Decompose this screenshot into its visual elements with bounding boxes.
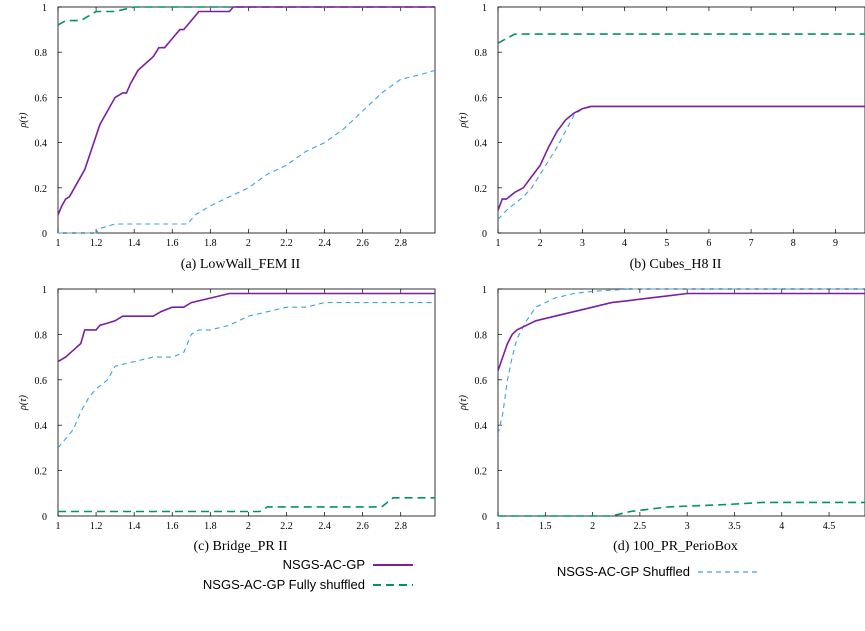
chart-panel-2: 1 2 3 4 5 6 7 8 9 0 0.2 0.4 0.6 0.8 1 ρ(τ) (b) Cubes_H8 … (458, 3, 865, 272)
y-tick-label: 0.6 (35, 376, 48, 387)
x-tick-label: 2.2 (280, 521, 293, 532)
x-tick-label: 2.5 (634, 521, 647, 532)
x-tick-label: 1 (496, 238, 501, 249)
y-tick-label: 0.2 (35, 184, 48, 195)
series-line-shuf (498, 288, 865, 435)
series-line-shuf (498, 105, 865, 220)
chart-panel-1: 1 1.2 1.4 1.6 1.8 2 2.2 2.4 2.6 2.8 0 0.2 0.4 0.6 0.8 1… (18, 3, 436, 272)
x-tick-label: 1.8 (204, 521, 217, 532)
x-tick-label: 2.4 (318, 521, 331, 532)
x-tick-label: 2.6 (356, 521, 369, 532)
x-tick-label: 2.6 (356, 238, 369, 249)
x-tick-label: 1 (56, 238, 61, 249)
y-tick-label: 0.8 (475, 48, 488, 59)
y-tick-label: 0.6 (475, 376, 488, 387)
y-axis-label: ρ(τ) (458, 394, 469, 411)
x-tick-label: 7 (749, 238, 754, 249)
panels: 1 1.2 1.4 1.6 1.8 2 2.2 2.4 2.6 2.800.20.40.60.81… (18, 3, 865, 554)
y-tick-label: 0 (42, 512, 47, 523)
x-tick-label: 9 (833, 238, 838, 249)
x-tick-label: 8 (791, 238, 796, 249)
y-tick-label: 0.8 (475, 330, 488, 341)
x-tick-label: 1.4 (128, 521, 141, 532)
series-line-gp (498, 105, 865, 211)
series-line-shuf (58, 69, 435, 234)
x-tick-label: 2 (538, 238, 543, 249)
series-line-shuf (58, 302, 435, 449)
x-tick-label: 5 (664, 238, 669, 249)
series-line-full (58, 497, 435, 513)
y-tick-label: 0 (42, 229, 47, 240)
x-tick-label: 1 (496, 521, 501, 532)
x-tick-label: 2 (246, 238, 251, 249)
x-tick-label: 2 (246, 521, 251, 532)
x-tick-label: 3 (580, 238, 585, 249)
legend-label-full: NSGS-AC-GP Fully shuffled (203, 577, 365, 592)
x-tick-label: 4.5 (823, 521, 836, 532)
plot-frame (497, 288, 865, 517)
series-line-full (498, 501, 865, 517)
x-tick-label: 2.8 (394, 521, 407, 532)
x-tick-label: 1.6 (166, 521, 179, 532)
y-tick-label: 0.6 (35, 93, 48, 104)
y-tick-label: 1 (482, 3, 487, 14)
series-line-gp (58, 6, 435, 216)
panel-caption: (c) Bridge_PR II (193, 539, 287, 554)
x-tick-label: 1.2 (90, 238, 103, 249)
x-tick-label: 3 (685, 521, 690, 532)
y-axis-label: ρ(τ) (18, 112, 29, 129)
x-tick-label: 2.4 (318, 238, 331, 249)
y-tick-label: 0.6 (475, 93, 488, 104)
y-tick-label: 0.4 (475, 139, 488, 150)
y-tick-label: 0.2 (475, 467, 488, 478)
x-tick-label: 4 (779, 521, 784, 532)
panel-caption: (d) 100_PR_PerioBox (613, 539, 738, 554)
panel-caption: (a) LowWall_FEM II (181, 257, 301, 272)
chart-panel-3: 1 1.2 1.4 1.6 1.8 2 2.2 2.4 2.6 2.8 0 0.2 0.4 0.6 0.8 1… (18, 285, 436, 554)
y-tick-label: 1 (42, 285, 47, 296)
y-tick-label: 0 (482, 512, 487, 523)
x-tick-label: 1.8 (204, 238, 217, 249)
legend: NSGS-AC-GP NSGS-AC-GP Fully shuffled NSG… (203, 557, 760, 592)
series-line-full (498, 33, 865, 44)
legend-label-shuf: NSGS-AC-GP Shuffled (557, 564, 690, 579)
series-line-gp (58, 292, 435, 363)
x-tick-label: 1.6 (166, 238, 179, 249)
y-axis-label: ρ(τ) (458, 112, 469, 129)
y-tick-label: 1 (42, 3, 47, 14)
plot-frame (497, 6, 865, 234)
x-tick-label: 1.5 (539, 521, 552, 532)
y-tick-label: 0.4 (35, 139, 48, 150)
series-line-gp (498, 292, 865, 371)
plot-frame (57, 288, 436, 517)
x-tick-label: 1.2 (90, 521, 103, 532)
panel-caption: (b) Cubes_H8 II (630, 257, 722, 272)
plot-frame (57, 6, 436, 234)
y-tick-label: 0.8 (35, 48, 48, 59)
y-tick-label: 0.4 (475, 421, 488, 432)
x-tick-label: 3.5 (728, 521, 741, 532)
y-tick-label: 0.4 (35, 421, 48, 432)
y-axis-label: ρ(τ) (18, 394, 29, 411)
x-tick-label: 4 (622, 238, 627, 249)
legend-label-gp: NSGS-AC-GP (283, 557, 365, 572)
x-tick-label: 2.2 (280, 238, 293, 249)
y-tick-label: 0.2 (35, 467, 48, 478)
x-tick-label: 1 (56, 521, 61, 532)
x-tick-label: 2 (590, 521, 595, 532)
y-tick-label: 0.8 (35, 330, 48, 341)
series-line-full (58, 6, 435, 26)
y-tick-label: 1 (482, 285, 487, 296)
y-tick-label: 0.2 (475, 184, 488, 195)
x-tick-label: 2.8 (394, 238, 407, 249)
x-tick-label: 1.4 (128, 238, 141, 249)
y-tick-label: 0 (482, 229, 487, 240)
chart-panel-4: 1 1.5 2 2.5 3 3.5 4 4.5 0 0.2 0.4 0.6 0.8 1 ρ(τ) (d) 10… (458, 285, 865, 554)
x-tick-label: 6 (706, 238, 711, 249)
